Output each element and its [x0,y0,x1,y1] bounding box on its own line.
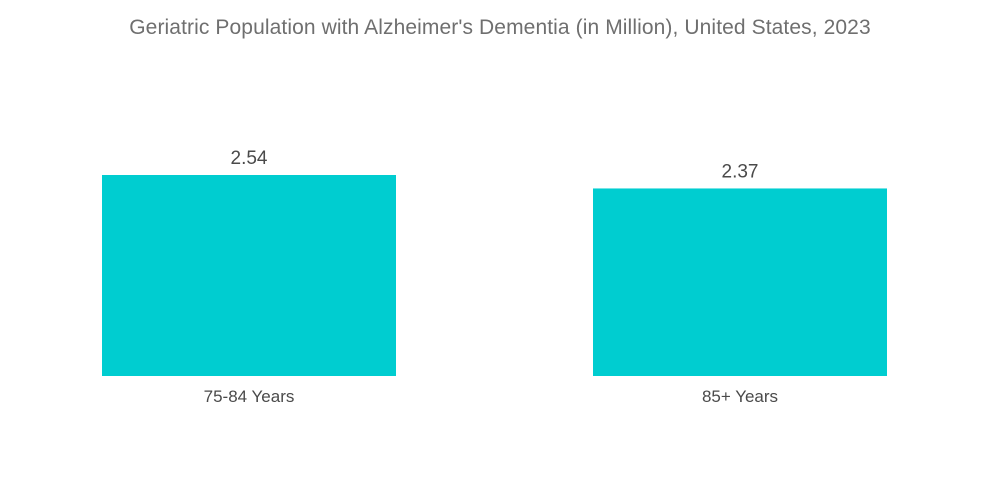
value-label-1: 2.37 [722,161,759,182]
bar-0 [102,175,396,376]
category-label-0: 75-84 Years [204,387,295,406]
chart-title: Geriatric Population with Alzheimer's De… [129,16,871,39]
category-label-1: 85+ Years [702,387,778,406]
value-label-0: 2.54 [231,148,268,169]
bar-1 [593,188,887,376]
